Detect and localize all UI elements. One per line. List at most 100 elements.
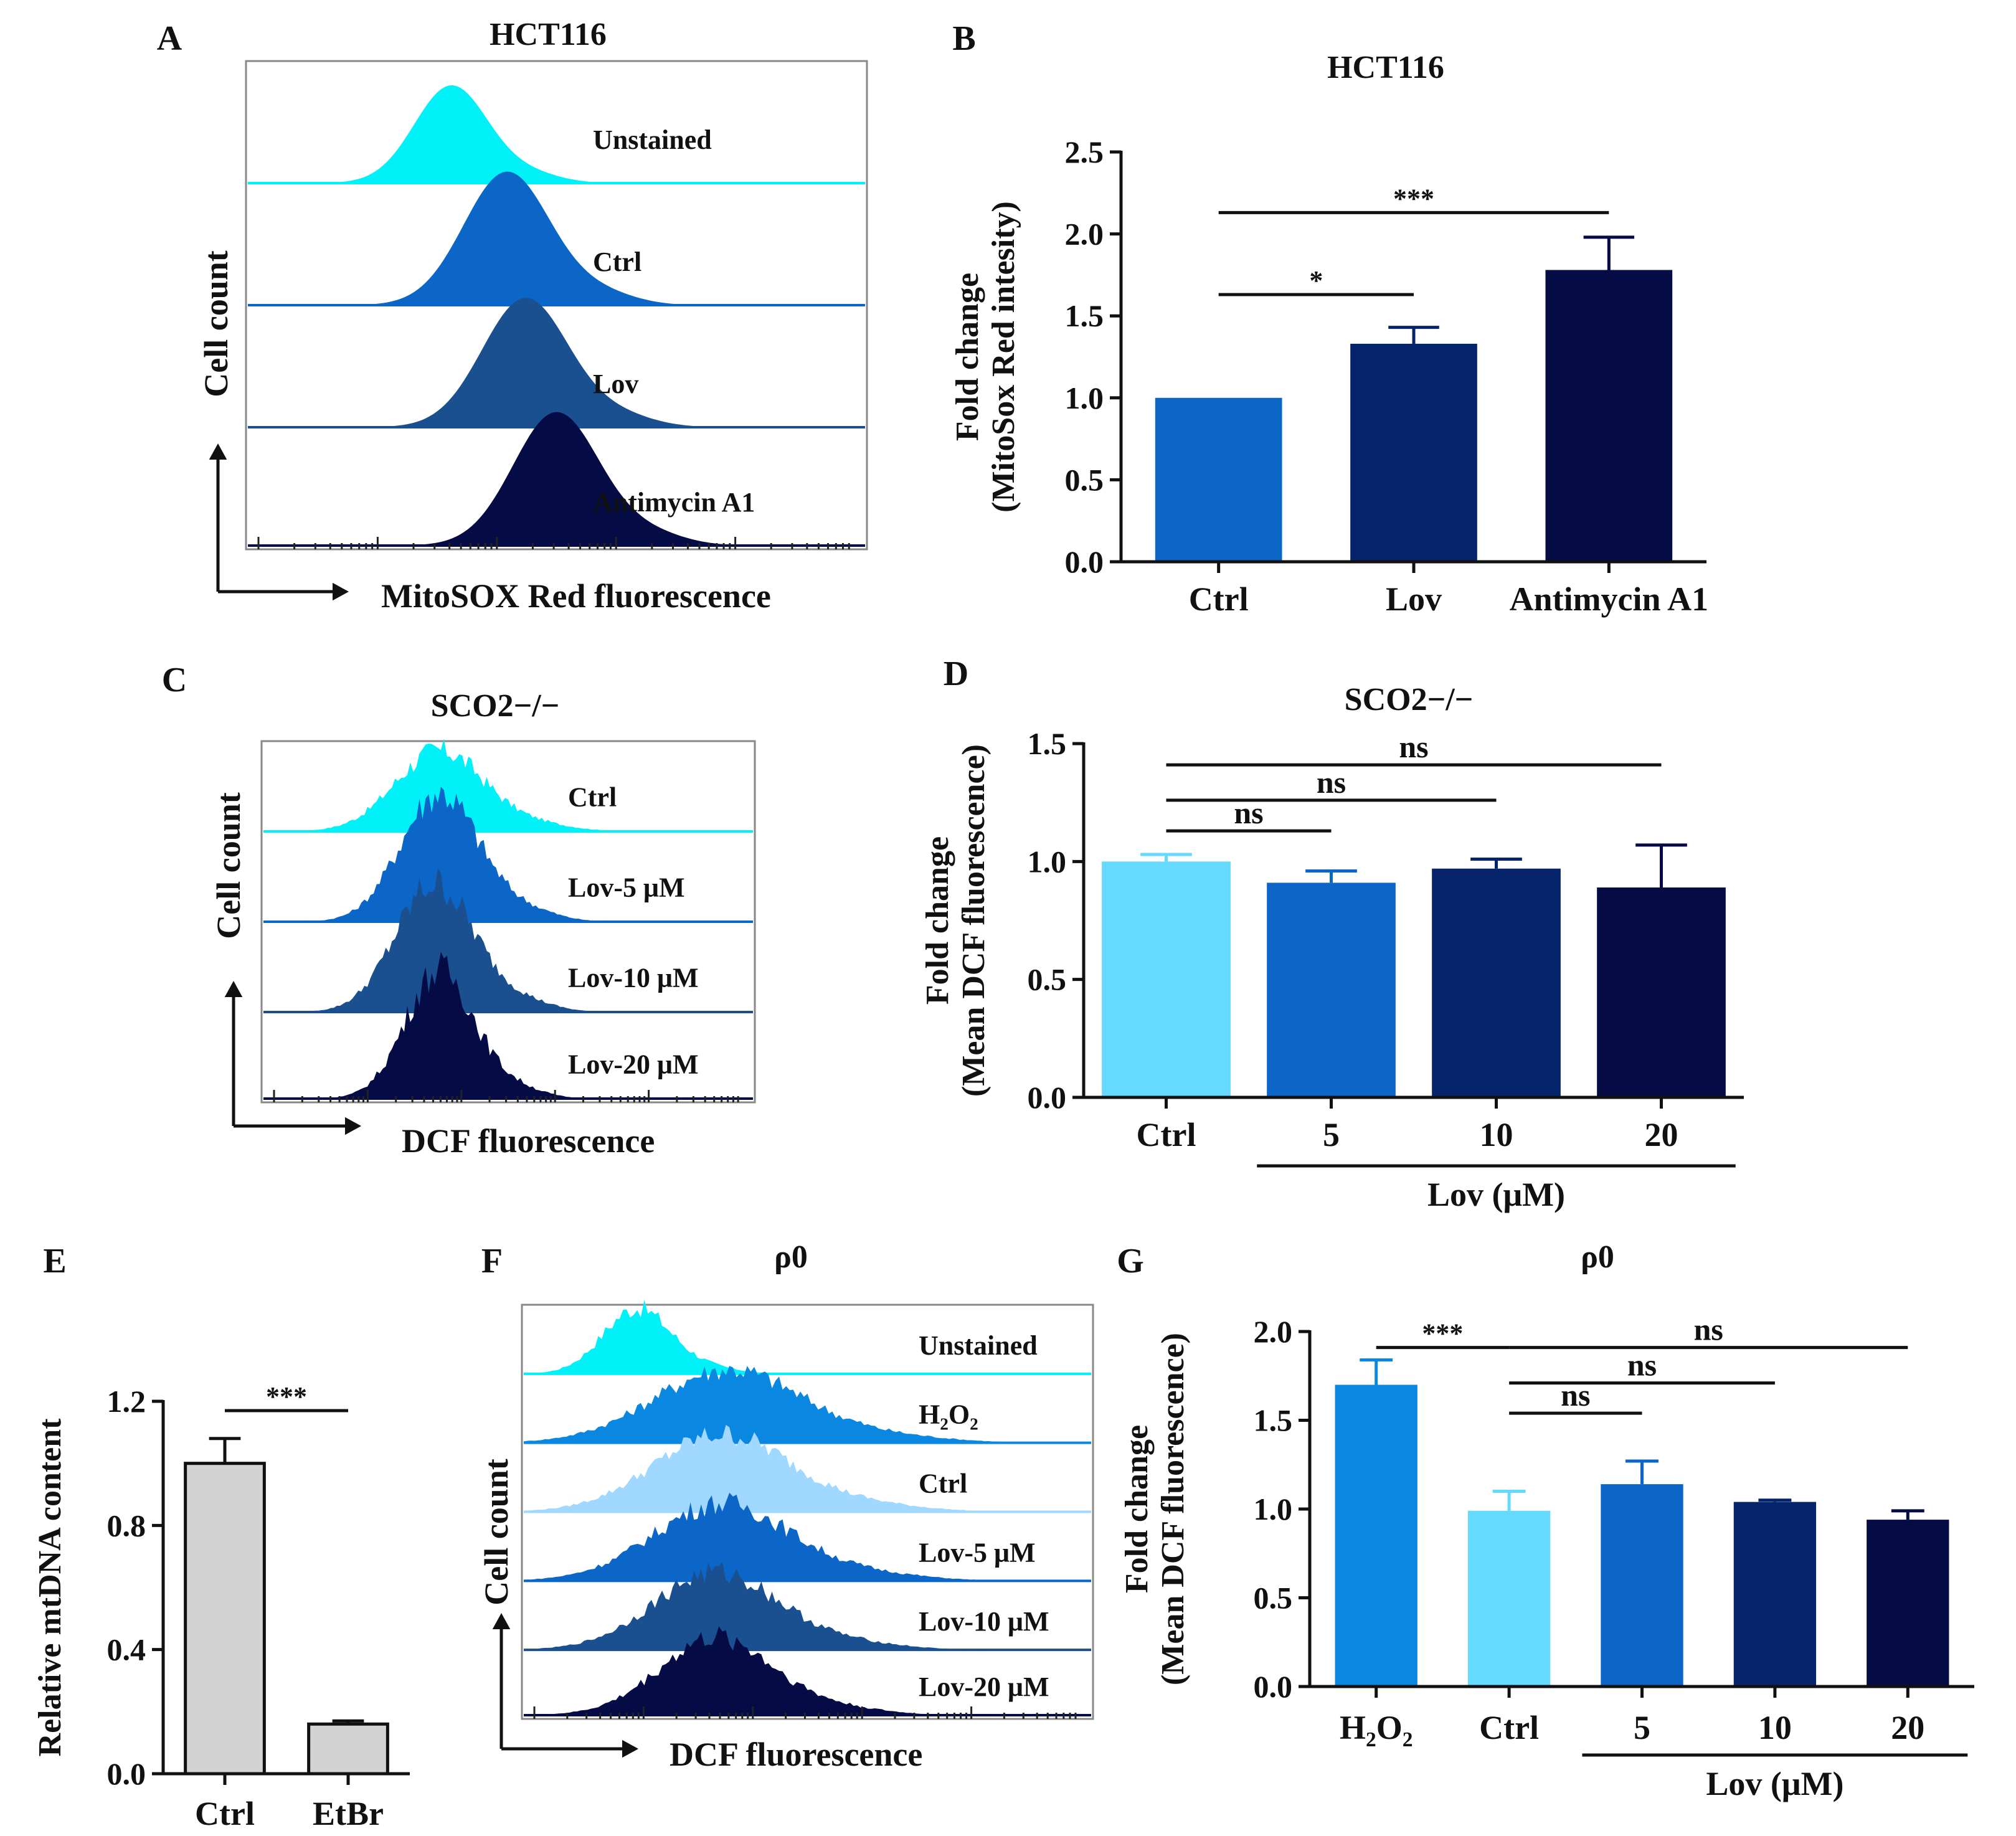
chart-title: ρ0 (774, 1239, 808, 1275)
panel-c-histogram: C SCO2−/− Ctrl Lov-5 μM Lov-10 μM Lov-20 μM DC… (162, 661, 756, 1160)
y-tick-label: 0.0 (1065, 544, 1104, 579)
trace-label: Lov (593, 369, 638, 399)
significance-label: ns (1694, 1312, 1723, 1347)
trace-label: Unstained (919, 1330, 1038, 1361)
histogram-trace (524, 1561, 1091, 1650)
histogram-trace (263, 739, 753, 831)
trace-label: Lov-5 μM (568, 872, 684, 902)
chem-letter: O (949, 1399, 970, 1430)
x-tick-label: Ctrl (1137, 1116, 1196, 1153)
x-tick-label: 20 (1645, 1116, 1678, 1153)
y-axis-label: Fold change (950, 273, 985, 441)
histogram-trace (524, 1626, 1091, 1715)
plot-frame (521, 1304, 1094, 1720)
trace-label: Ctrl (593, 247, 641, 277)
y-tick-label: 0.5 (1065, 462, 1104, 497)
x-tick-label: H2O2 (1340, 1709, 1413, 1751)
x-arrow-head (622, 1739, 638, 1758)
subscript: 2 (940, 1414, 949, 1433)
group-label: Lov (μM) (1427, 1176, 1565, 1213)
bar (1467, 1510, 1551, 1687)
histogram-trace (248, 171, 865, 305)
histogram-trace (248, 412, 865, 546)
x-arrow-head (345, 1117, 361, 1135)
significance-label: *** (1393, 183, 1434, 214)
y-axis-label: Cell count (210, 792, 247, 939)
chart-title: HCT116 (1327, 50, 1444, 85)
bar (1597, 887, 1726, 1097)
y-axis-label: Cell count (197, 250, 235, 397)
y-tick-label: 0.5 (1028, 962, 1067, 997)
y-tick-label: 2.0 (1254, 1314, 1293, 1349)
panel-letter: A (157, 19, 182, 58)
histogram-trace (524, 1425, 1091, 1512)
y-tick-label: 1.2 (107, 1384, 146, 1419)
trace-label: H2O2 (919, 1399, 978, 1434)
chem-letter: H (919, 1399, 940, 1430)
bar (184, 1462, 266, 1776)
histogram-trace (524, 1492, 1091, 1581)
panel-letter: D (944, 655, 968, 693)
bar (307, 1722, 389, 1776)
subscript: 2 (970, 1414, 978, 1433)
significance-label: ns (1317, 765, 1346, 800)
panel-d-bar-chart: D SCO2−/− 0.0 0.5 1.0 1.5 Ctrl 5 10 20 Fold change… (920, 655, 1744, 1213)
y-tick-label: 0.8 (107, 1508, 146, 1543)
y-arrow-head (224, 981, 243, 997)
y-tick-label: 2.5 (1065, 135, 1104, 169)
y-tick-label: 0.5 (1254, 1581, 1293, 1616)
plot-frame (245, 60, 868, 551)
y-tick-label: 0.0 (1254, 1669, 1293, 1704)
y-axis-label: Fold change (920, 836, 955, 1005)
significance-label: ns (1399, 729, 1428, 764)
chart-title: SCO2−/− (1345, 682, 1474, 717)
y-tick-label: 1.0 (1254, 1492, 1293, 1526)
y-arrow-head (209, 443, 227, 460)
histogram-trace (263, 868, 753, 1012)
histogram-trace (248, 298, 865, 427)
x-tick-label: 10 (1758, 1709, 1792, 1746)
subscript: 2 (1366, 1728, 1376, 1751)
histogram-trace (524, 1300, 1091, 1374)
panel-b-bar-chart: B HCT116 0.0 0.5 1.0 1.5 2.0 2.5 Ctrl Lov Antimyci… (950, 19, 1708, 618)
subscript: 2 (1403, 1728, 1413, 1751)
x-tick-label: Ctrl (195, 1795, 255, 1832)
trace-label: Lov-10 μM (919, 1606, 1049, 1637)
x-axis-label: DCF fluorescence (402, 1122, 655, 1160)
x-tick-label: Lov (1386, 580, 1442, 618)
y-axis-label: Cell count (478, 1459, 515, 1606)
y-tick-label: 0.0 (107, 1756, 146, 1791)
panel-a-histogram: A HCT116 Unstained Ctrl Lov Antimycin A1 MitoS… (157, 17, 868, 615)
y-axis-label: (Mean DCF fluorescence) (1155, 1333, 1191, 1685)
trace-label: Antimycin A1 (593, 487, 755, 518)
histogram-trace (248, 85, 865, 183)
bar (1867, 1520, 1949, 1687)
x-tick-label: Ctrl (1189, 580, 1249, 618)
x-tick-label: 5 (1323, 1116, 1340, 1153)
y-tick-label: 1.0 (1065, 381, 1104, 415)
bar (1432, 868, 1561, 1097)
trace-label: Ctrl (919, 1468, 967, 1498)
trace-label: Lov-20 μM (568, 1049, 698, 1079)
x-tick-label: 10 (1480, 1116, 1513, 1153)
trace-label: Lov-20 μM (919, 1672, 1049, 1702)
histogram-trace (524, 1366, 1091, 1443)
bar (1267, 883, 1396, 1097)
y-tick-label: 2.0 (1065, 217, 1104, 252)
trace-label: Unstained (593, 125, 712, 155)
histogram-trace (263, 787, 753, 922)
bar (1545, 270, 1673, 562)
panel-letter: E (43, 1242, 66, 1280)
bar (1350, 343, 1477, 562)
bar (1733, 1502, 1817, 1687)
x-tick-label: Antimycin A1 (1510, 580, 1709, 618)
significance-label: *** (1422, 1318, 1463, 1349)
x-tick-label: 5 (1634, 1709, 1650, 1746)
x-axis-label: MitoSOX Red fluorescence (381, 577, 771, 615)
bar (1335, 1384, 1417, 1687)
panel-letter: B (952, 19, 975, 58)
chem-letter: H (1340, 1709, 1366, 1746)
y-tick-label: 0.4 (107, 1632, 146, 1667)
